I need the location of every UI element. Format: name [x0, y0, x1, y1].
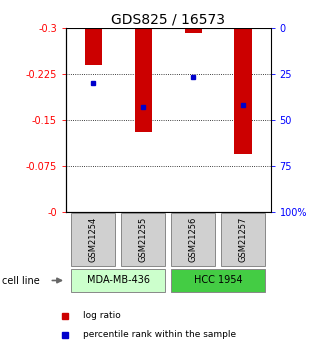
Text: HCC 1954: HCC 1954	[194, 275, 243, 285]
Text: log ratio: log ratio	[83, 311, 121, 320]
FancyBboxPatch shape	[72, 213, 116, 266]
Text: cell line: cell line	[2, 276, 39, 286]
Text: MDA-MB-436: MDA-MB-436	[87, 275, 150, 285]
Text: GSM21255: GSM21255	[139, 217, 148, 263]
FancyBboxPatch shape	[171, 269, 265, 292]
FancyBboxPatch shape	[72, 269, 165, 292]
Bar	[135, 28, 152, 132]
Title: GDS825 / 16573: GDS825 / 16573	[111, 12, 225, 27]
Bar	[234, 28, 252, 154]
Text: GSM21254: GSM21254	[89, 217, 98, 263]
FancyBboxPatch shape	[221, 213, 265, 266]
Text: GSM21256: GSM21256	[189, 217, 198, 263]
Text: percentile rank within the sample: percentile rank within the sample	[83, 330, 236, 339]
FancyBboxPatch shape	[121, 213, 165, 266]
Bar	[184, 28, 202, 32]
Text: GSM21257: GSM21257	[239, 217, 248, 263]
FancyBboxPatch shape	[171, 213, 215, 266]
Bar	[85, 28, 102, 65]
